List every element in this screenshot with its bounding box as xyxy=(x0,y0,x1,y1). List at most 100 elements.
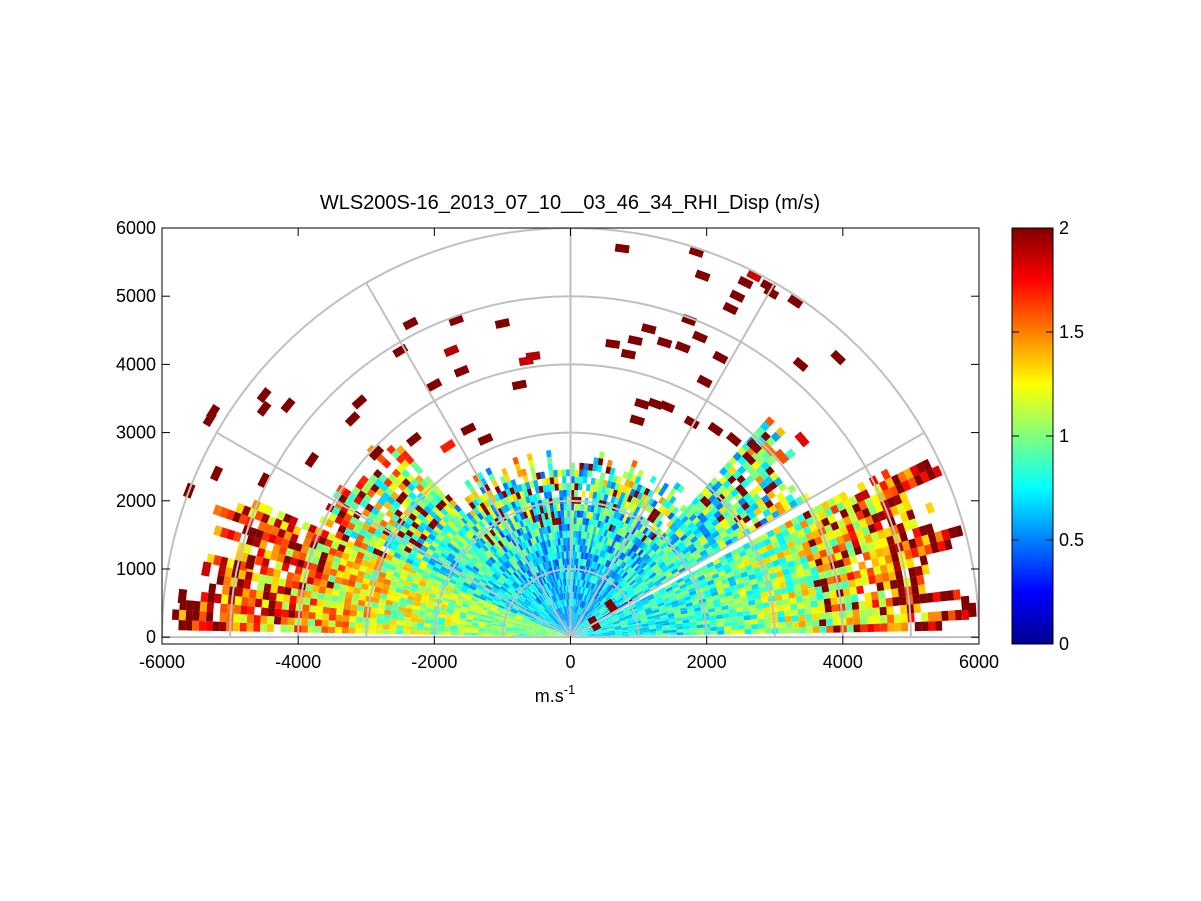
heatmap-cell xyxy=(646,568,653,575)
heatmap-cell xyxy=(535,607,542,613)
heatmap-cell xyxy=(687,502,696,511)
heatmap-cell xyxy=(532,591,538,598)
heatmap-cell xyxy=(328,547,338,556)
heatmap-cell xyxy=(525,495,531,504)
heatmap-cell xyxy=(853,545,863,556)
scatter-cell xyxy=(746,268,763,283)
heatmap-cell xyxy=(192,600,201,612)
heatmap-cell xyxy=(735,506,745,515)
heatmap-cell xyxy=(560,600,564,607)
heatmap-cell xyxy=(689,546,698,554)
heatmap-cell xyxy=(549,581,554,589)
heatmap-cell xyxy=(411,560,420,568)
heatmap-cell xyxy=(491,629,499,633)
heatmap-cell xyxy=(672,570,681,578)
heatmap-cell xyxy=(533,626,541,630)
heatmap-cell xyxy=(583,545,588,553)
heatmap-cell xyxy=(538,616,545,621)
heatmap-cell xyxy=(559,531,563,539)
heatmap-cell xyxy=(598,606,604,612)
heatmap-cell xyxy=(615,512,622,520)
heatmap-cell xyxy=(566,469,571,477)
heatmap-cell xyxy=(566,612,569,620)
heatmap-cell xyxy=(562,483,567,491)
heatmap-cell xyxy=(631,571,638,578)
heatmap-cell xyxy=(612,511,619,519)
heatmap-cell xyxy=(750,619,758,625)
heatmap-cell xyxy=(369,612,378,619)
heatmap-cell xyxy=(705,545,714,554)
heatmap-cell xyxy=(473,514,481,523)
heatmap-cell xyxy=(593,485,599,493)
heatmap-cell xyxy=(586,604,592,611)
heatmap-cell xyxy=(601,628,608,631)
heatmap-cell xyxy=(551,596,555,603)
heatmap-cell xyxy=(533,479,539,488)
heatmap-cell xyxy=(639,542,646,550)
heatmap-cell xyxy=(519,535,525,543)
heatmap-cell xyxy=(385,599,393,606)
heatmap-cell xyxy=(846,571,855,581)
heatmap-cell xyxy=(614,625,622,629)
y-tick-label: 6000 xyxy=(116,218,156,238)
heatmap-cell xyxy=(722,609,730,615)
colorbar-tick-label: 0.5 xyxy=(1059,530,1084,550)
heatmap-cell xyxy=(640,562,648,569)
heatmap-cell xyxy=(529,594,536,601)
heatmap-cell xyxy=(556,572,560,580)
heatmap-cell xyxy=(599,493,605,501)
heatmap-cell xyxy=(475,588,483,594)
heatmap-cell xyxy=(659,552,667,560)
scatter-cell xyxy=(460,422,477,436)
heatmap-cell xyxy=(586,511,591,519)
scatter-cell xyxy=(402,316,419,331)
heatmap-cell xyxy=(473,612,481,617)
heatmap-cell xyxy=(812,551,822,561)
heatmap-cell xyxy=(894,569,904,580)
heatmap-cell xyxy=(532,529,538,537)
heatmap-cell xyxy=(586,532,590,540)
heatmap-cell xyxy=(654,486,662,495)
heatmap-cell xyxy=(506,624,514,627)
heatmap-cell xyxy=(559,622,565,629)
heatmap-cell xyxy=(509,612,517,617)
heatmap-cell xyxy=(859,616,868,625)
heatmap-cell xyxy=(575,544,578,552)
heatmap-cell xyxy=(765,628,772,634)
heatmap-cell xyxy=(710,590,719,597)
heatmap-cell xyxy=(560,593,563,600)
heatmap-cell xyxy=(637,469,645,478)
heatmap-cell xyxy=(259,539,268,550)
heatmap-cell xyxy=(649,633,657,636)
heatmap-cell xyxy=(581,609,586,616)
heatmap-cell xyxy=(593,533,598,541)
heatmap-cell xyxy=(437,511,446,520)
heatmap-cell xyxy=(485,571,493,578)
heatmap-cell xyxy=(547,628,554,632)
heatmap-cell xyxy=(644,503,651,512)
heatmap-cell xyxy=(451,622,459,627)
heatmap-cell xyxy=(507,567,514,575)
heatmap-cell xyxy=(855,510,865,521)
heatmap-cell xyxy=(614,626,622,630)
heatmap-cell xyxy=(550,612,556,619)
heatmap-cell xyxy=(443,593,451,599)
heatmap-cell xyxy=(399,573,408,581)
heatmap-cell xyxy=(494,551,502,559)
heatmap-cell xyxy=(556,579,560,587)
heatmap-cell xyxy=(416,567,425,575)
heatmap-cell xyxy=(887,623,895,632)
scatter-cell xyxy=(722,301,739,316)
heatmap-cell xyxy=(625,614,633,619)
heatmap-cell xyxy=(405,473,415,483)
heatmap-cell xyxy=(349,615,357,623)
heatmap-cell xyxy=(618,613,625,618)
heatmap-cell xyxy=(420,598,429,604)
heatmap-cell xyxy=(657,504,665,513)
heatmap-cell xyxy=(909,465,920,477)
heatmap-cell xyxy=(470,568,478,575)
heatmap-cell xyxy=(621,627,629,630)
heatmap-cell xyxy=(626,558,634,566)
heatmap-cell xyxy=(360,484,371,494)
heatmap-cell xyxy=(790,572,799,580)
